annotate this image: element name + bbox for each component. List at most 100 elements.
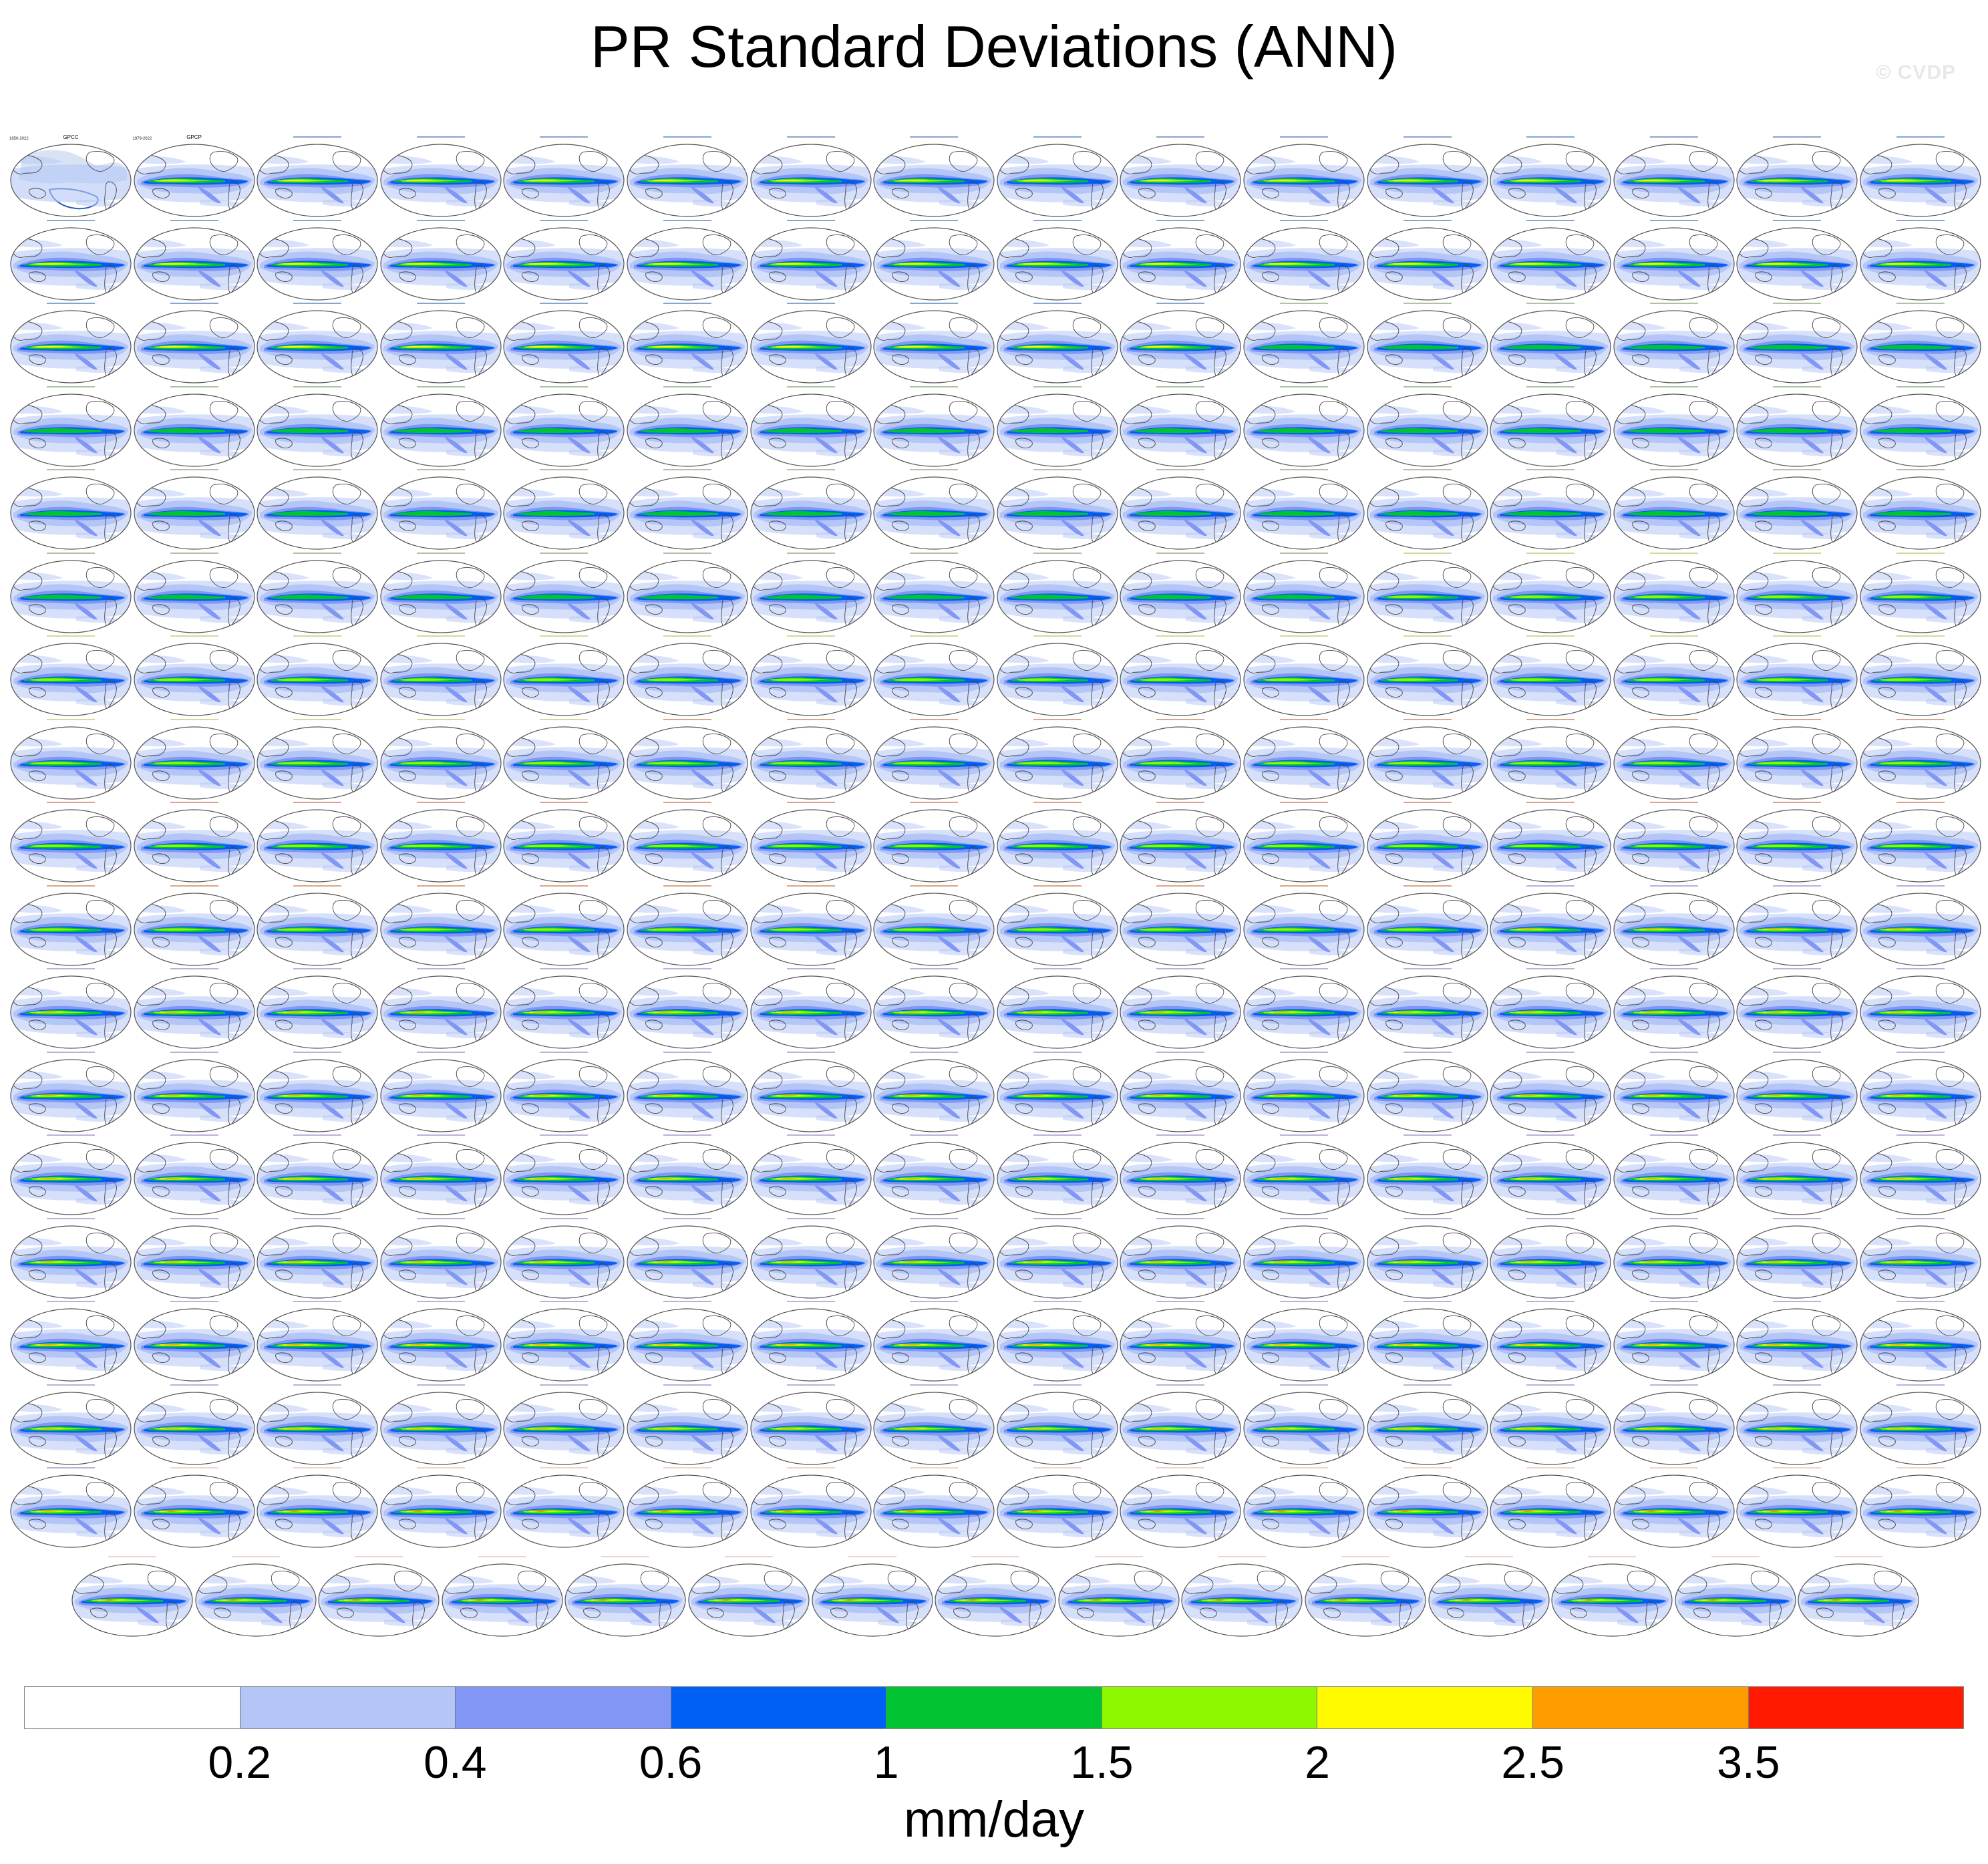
map-panel: [687, 1553, 810, 1638]
precip-std-map: [1736, 892, 1858, 966]
precip-std-map: [133, 144, 255, 217]
precip-std-map: [1860, 1308, 1981, 1382]
precip-std-map: [71, 1563, 193, 1637]
panel-title-bar: [416, 303, 465, 304]
map-panel: [1242, 466, 1365, 551]
panel-title-bar: [416, 885, 465, 887]
precip-std-map: [10, 1308, 132, 1382]
panel-title-bar: [1896, 1134, 1945, 1136]
panel-title-bar: [1033, 635, 1082, 637]
precip-std-map: [380, 393, 502, 467]
map-panel: [1613, 883, 1735, 967]
precip-std-map: [133, 476, 255, 550]
map-panel: [256, 217, 379, 301]
map-panel: [1735, 633, 1858, 717]
panel-title-bar: [1341, 1555, 1389, 1557]
precip-std-map: [503, 975, 625, 1049]
panel-title-bar: [1526, 385, 1575, 387]
precip-std-map: [1613, 892, 1735, 966]
precip-std-map: [10, 476, 132, 550]
precip-std-map: [257, 975, 378, 1049]
precip-std-map: [873, 643, 995, 716]
map-panel: [872, 1382, 995, 1466]
panel-title-bar: [108, 1555, 156, 1557]
map-panel: [379, 466, 502, 551]
map-panel: [1119, 1049, 1242, 1133]
precip-std-map: [1243, 643, 1365, 716]
precip-std-map: [1243, 476, 1365, 550]
map-panel: [1119, 383, 1242, 468]
map-panel: [1735, 1132, 1858, 1216]
precip-std-map: [1860, 1474, 1981, 1548]
precip-std-map: [1120, 1142, 1241, 1215]
map-panel: [1735, 383, 1858, 468]
precip-std-map: [997, 1225, 1118, 1299]
precip-std-map: [564, 1563, 686, 1637]
map-panel: [1613, 1464, 1735, 1549]
precip-std-map: [133, 892, 255, 966]
panel-title-bar: [786, 1467, 835, 1468]
panel-title-bar: [786, 635, 835, 637]
precip-std-map: [442, 1563, 563, 1637]
map-panel: [502, 1382, 625, 1466]
panel-title-bar: [293, 552, 342, 554]
map-panel: [872, 883, 995, 967]
precip-std-map: [1490, 559, 1611, 633]
precip-std-map: [1243, 559, 1365, 633]
precip-std-map: [257, 892, 378, 966]
panel-title-bar: [1033, 385, 1082, 387]
panel-title-bar: [910, 968, 959, 969]
map-panel: [133, 217, 256, 301]
map-panel: [9, 1464, 132, 1549]
panel-title-bar: [786, 385, 835, 387]
map-panel: [872, 550, 995, 634]
precip-std-map: [503, 1391, 625, 1465]
map-panel: [1242, 716, 1365, 800]
map-panel: [872, 383, 995, 468]
map-panel: [1242, 1215, 1365, 1299]
precip-std-map: [1243, 1474, 1365, 1548]
precip-std-map: [1366, 1058, 1488, 1132]
precip-std-map: [1860, 226, 1981, 301]
precip-std-map: [380, 144, 502, 217]
precip-std-map: [10, 1225, 132, 1299]
precip-std-map: [257, 643, 378, 716]
precip-std-map: [380, 892, 502, 966]
precip-std-map: [380, 476, 502, 550]
precip-std-map: [1120, 144, 1241, 217]
panel-title-bar: [1403, 219, 1452, 221]
precip-std-map: [688, 1563, 810, 1637]
precip-std-map: [1120, 559, 1241, 633]
panel-title-bar: [416, 1051, 465, 1053]
precip-std-map: [997, 1308, 1118, 1382]
panel-title-bar: [786, 1134, 835, 1136]
map-panel: [71, 1553, 194, 1638]
precip-std-map: [257, 809, 378, 883]
precip-std-map: [133, 1142, 255, 1215]
panel-title-bar: [910, 469, 959, 470]
map-panel: [626, 1215, 749, 1299]
precip-std-map: [1120, 809, 1241, 883]
map-panel: [133, 550, 256, 634]
map-panel: [1859, 550, 1982, 634]
precip-std-map: [1675, 1563, 1796, 1637]
map-panel: [133, 799, 256, 883]
panel-title-bar: [1896, 303, 1945, 304]
panel-title-bar: [1156, 1301, 1205, 1302]
precip-std-map: [133, 726, 255, 800]
panel-title-bar: [663, 1384, 711, 1386]
precip-std-map: [1243, 1308, 1365, 1382]
panel-title-bar: [293, 1217, 342, 1219]
map-panel: [502, 965, 625, 1050]
map-panel: [441, 1553, 564, 1638]
map-panel: [996, 716, 1119, 800]
precip-std-map: [627, 643, 748, 716]
map-panel: [133, 1132, 256, 1216]
map-panel: [9, 1132, 132, 1216]
colorbar-segment: [1317, 1687, 1532, 1728]
map-panel: [9, 1049, 132, 1133]
map-panel: [1366, 965, 1489, 1050]
panel-title-bar: [170, 1384, 218, 1386]
panel-title-bar: [47, 1467, 95, 1468]
map-panel: [1242, 1464, 1365, 1549]
